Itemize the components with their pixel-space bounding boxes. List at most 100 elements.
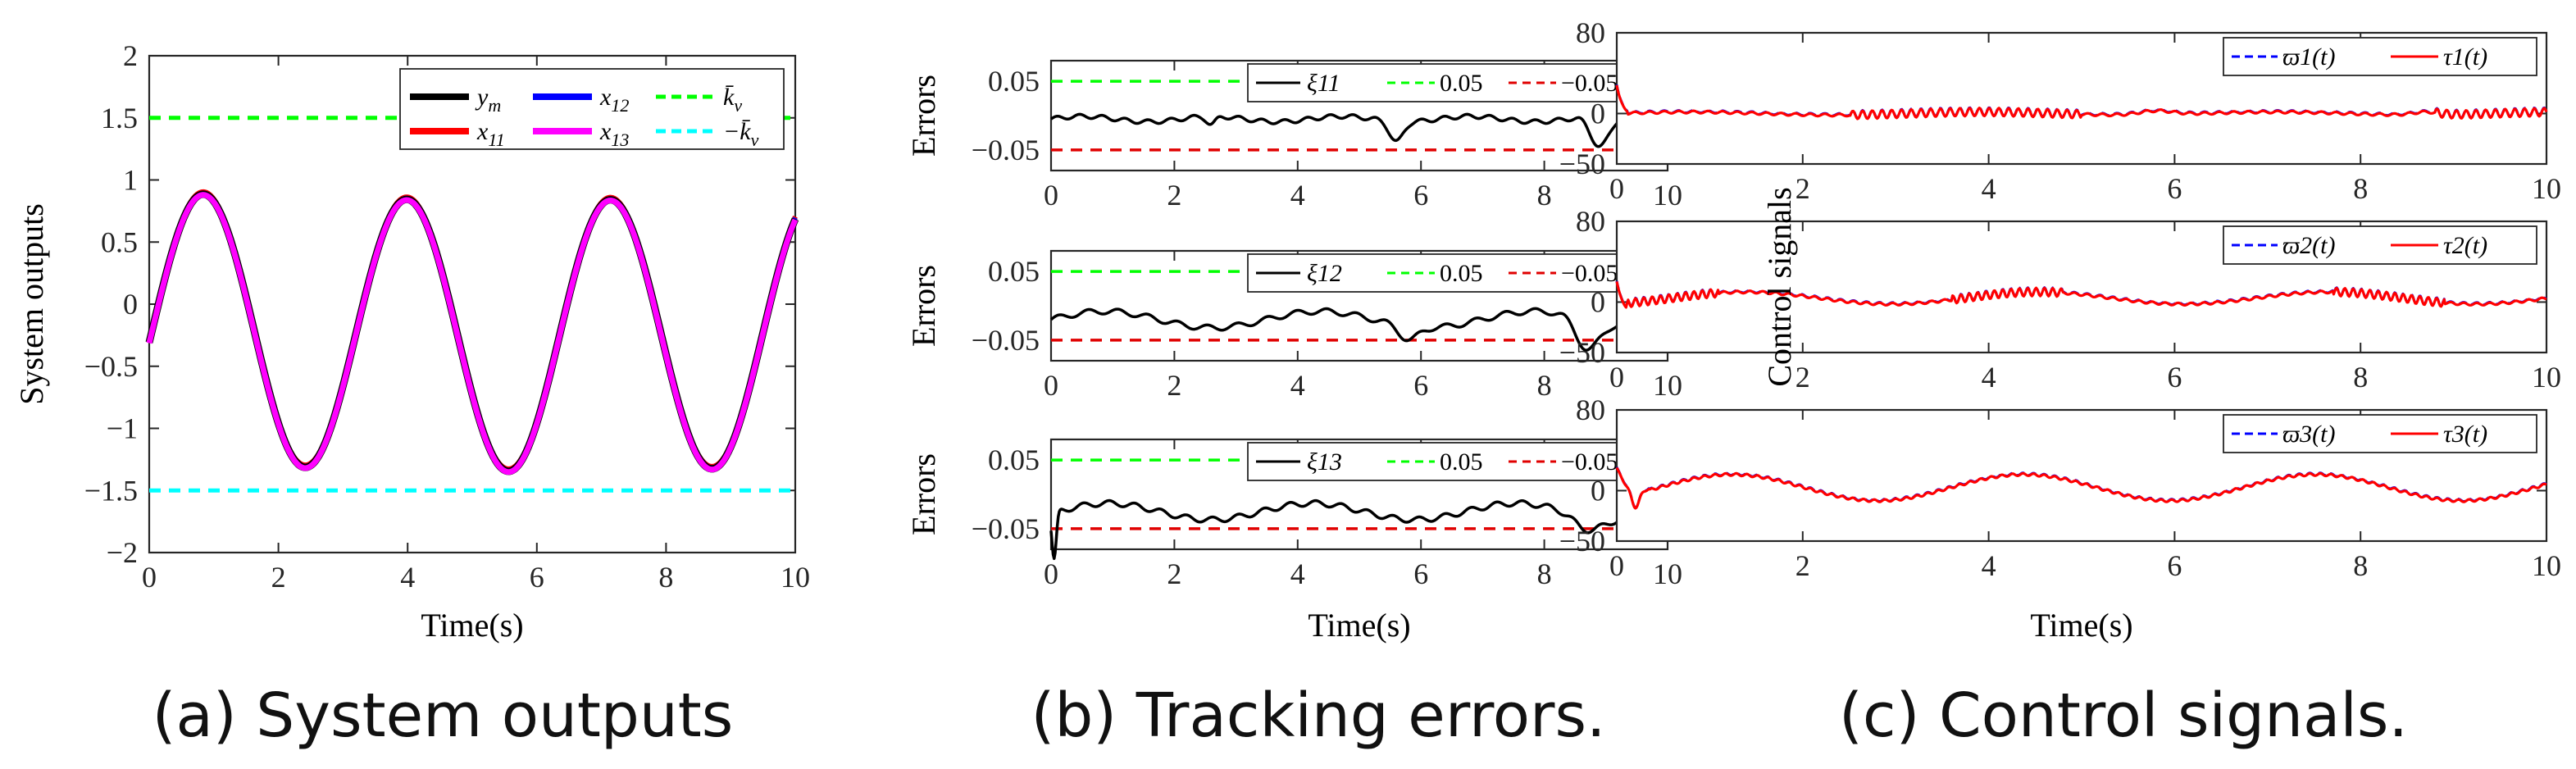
c3-xtick-label: 8 (2353, 549, 2368, 582)
b2-ytick-label: −0.05 (972, 324, 1040, 357)
c-legend-label: ϖ2(t) (2282, 232, 2336, 259)
a-legend-subscript: m (488, 95, 501, 116)
b1-xtick-label: 2 (1167, 179, 1181, 212)
a-legend-subscript: v (751, 130, 759, 150)
b-xlabel: Time(s) (1308, 607, 1410, 644)
c-series-tau-3 (1615, 466, 2547, 510)
c-legend-box (2223, 225, 2537, 265)
b2-xtick-label: 0 (1044, 369, 1058, 402)
c3-xtick-label: 0 (1609, 549, 1624, 582)
b-ylabel: Errors (905, 453, 942, 535)
c-ylabel: Control signals (1761, 187, 1798, 386)
c2-ytick-label: −50 (1559, 336, 1605, 369)
a-legend-subscript: v (734, 95, 742, 116)
b-legend-label: −0.05 (1561, 260, 1618, 287)
a-ytick-label: 0 (123, 288, 138, 321)
c-xlabel: Time(s) (2030, 607, 2132, 644)
b-legend-label: 0.05 (1440, 70, 1483, 97)
b-legend-label: −0.05 (1561, 448, 1618, 476)
a-ytick-label: −0.5 (84, 350, 138, 383)
b-legend-label: ξ13 (1307, 448, 1342, 476)
b1-xtick-label: 10 (1653, 179, 1682, 212)
c-legend-box (2223, 414, 2537, 453)
c2-xtick-label: 8 (2353, 361, 2368, 394)
c3-xtick-label: 6 (2167, 549, 2182, 582)
c-legend-label: ϖ3(t) (2282, 421, 2336, 448)
c2-xtick-label: 10 (2532, 361, 2561, 394)
c-legend-label: τ3(t) (2443, 421, 2487, 448)
b2-ytick-label: 0.05 (988, 255, 1040, 288)
b-legend-box (1247, 442, 1657, 481)
a-ytick-label: 2 (123, 39, 138, 72)
b3-ytick-label: 0.05 (988, 444, 1040, 476)
a-series-x13 (146, 192, 799, 476)
c2-xtick-label: 6 (2167, 361, 2182, 394)
c2-ytick-label: 0 (1591, 285, 1605, 318)
c3-xtick-label: 10 (2532, 549, 2561, 582)
b-series-error-2 (1049, 307, 1668, 352)
c3-ytick-label: −50 (1559, 525, 1605, 557)
a-xtick-label: 2 (271, 561, 286, 594)
a-legend-subscript: 12 (611, 95, 629, 116)
c2-xtick-label: 0 (1609, 361, 1624, 394)
b1-xtick-label: 4 (1290, 179, 1305, 212)
b-series-error-1 (1050, 112, 1668, 148)
c2-xtick-label: 4 (1982, 361, 1996, 394)
c1-xtick-label: 2 (1795, 172, 1810, 205)
b-legend-label: 0.05 (1440, 260, 1483, 287)
b-legend-label: −0.05 (1561, 70, 1618, 97)
b2-xtick-label: 8 (1537, 369, 1552, 402)
c1-ytick-label: 0 (1591, 97, 1605, 130)
a-legend-box (399, 68, 785, 150)
b2-xtick-label: 2 (1167, 369, 1181, 402)
caption-c: (c) Control signals. (1839, 680, 2408, 751)
a-ytick-label: −1 (107, 412, 138, 445)
caption-a: (a) System outputs (152, 680, 734, 751)
b-legend-box (1247, 63, 1657, 102)
a-ytick-label: 1 (123, 164, 138, 197)
b-subplot-3: 0 2 4 6 8 10 −0.05 0.05 Errors ξ13 0.05 −0.05 (905, 438, 1682, 590)
b-ylabel: Errors (905, 75, 942, 157)
a-legend-subscript: 11 (488, 130, 504, 150)
a-ytick-label: −1.5 (84, 474, 138, 507)
b1-ytick-label: −0.05 (972, 134, 1040, 166)
a-xlabel: Time(s) (421, 607, 523, 644)
c3-xtick-label: 2 (1795, 549, 1810, 582)
a-ytick-label: 1.5 (101, 102, 138, 134)
c2-ytick-label: 80 (1576, 205, 1605, 238)
b1-xtick-label: 0 (1044, 179, 1058, 212)
c1-xtick-label: 10 (2532, 172, 2561, 205)
b3-xtick-label: 2 (1167, 557, 1181, 590)
b-subplot-1: 0 2 4 6 8 10 −0.05 0.05 Errors ξ11 0.05 −0.05 (905, 59, 1682, 212)
a-ytick-label: −2 (107, 536, 138, 569)
a-xtick-label: 8 (658, 561, 673, 594)
b3-xtick-label: 8 (1537, 557, 1552, 590)
c-legend-box (2223, 37, 2537, 76)
b-series-error-3 (1049, 498, 1669, 561)
c-legend-label: ϖ1(t) (2282, 43, 2336, 71)
c3-xtick-label: 4 (1982, 549, 1996, 582)
b3-xtick-label: 10 (1653, 557, 1682, 590)
c3-ytick-label: 80 (1576, 394, 1605, 426)
b3-ytick-label: −0.05 (972, 512, 1040, 545)
c1-ytick-label: −50 (1559, 148, 1605, 180)
b2-xtick-label: 6 (1413, 369, 1428, 402)
a-ylabel: System outputs (13, 203, 50, 405)
c1-xtick-label: 4 (1982, 172, 1996, 205)
b2-xtick-label: 10 (1653, 369, 1682, 402)
c-legend-label: τ2(t) (2443, 232, 2487, 259)
b-subplot-2: 0 2 4 6 8 10 −0.05 0.05 Errors ξ12 0.05 −0.05 (905, 249, 1682, 402)
b1-xtick-label: 6 (1413, 179, 1428, 212)
a-legend-subscript: 13 (611, 130, 629, 150)
a-xtick-label: 4 (400, 561, 415, 594)
b1-ytick-label: 0.05 (988, 65, 1040, 98)
b3-xtick-label: 4 (1290, 557, 1305, 590)
c1-ytick-label: 80 (1576, 16, 1605, 49)
